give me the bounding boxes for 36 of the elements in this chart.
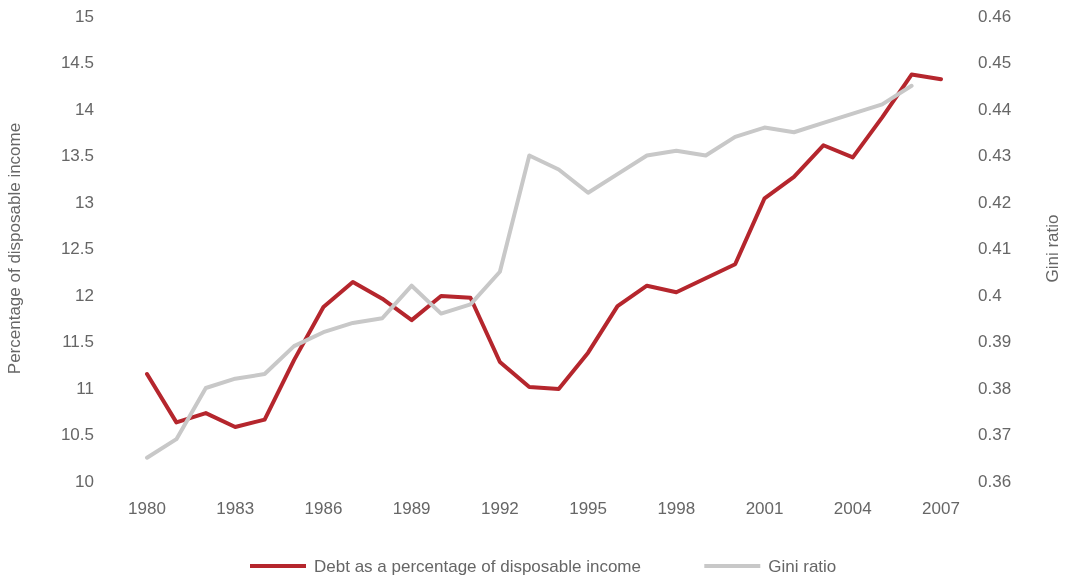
y2-tick-label: 0.41 — [978, 239, 1012, 259]
y-axis-title: Percentage of disposable income — [5, 122, 24, 375]
y2-axis-title: Gini ratio — [1043, 214, 1062, 283]
x-tick-label: 1992 — [480, 499, 519, 518]
legend-label: Gini ratio — [768, 556, 837, 576]
y2-tick-label: 0.36 — [978, 471, 1012, 491]
y-tick-label: 12.5 — [60, 239, 94, 259]
legend-label: Debt as a percentage of disposable income — [314, 556, 641, 576]
x-tick-label: 1989 — [392, 499, 431, 518]
x-tick-label: 2001 — [745, 499, 784, 518]
x-tick-label: 1986 — [304, 499, 343, 518]
x-tick-label: 1980 — [128, 499, 166, 518]
y-tick-label: 10 — [75, 471, 94, 491]
y-tick-label: 11.5 — [62, 332, 94, 352]
y-tick-label: 11 — [76, 378, 94, 398]
x-tick-label: 1983 — [216, 499, 255, 518]
y-tick-label: 13 — [75, 192, 94, 212]
y2-tick-label: 0.39 — [978, 332, 1012, 352]
y2-tick-label: 0.38 — [978, 378, 1012, 398]
y-tick-label: 10.5 — [60, 425, 94, 445]
y2-tick-label: 0.37 — [978, 425, 1012, 445]
y2-tick-label: 0.43 — [978, 146, 1012, 166]
y2-tick-label: 0.45 — [978, 53, 1012, 73]
y2-tick-label: 0.44 — [978, 99, 1012, 119]
y2-tick-label: 0.46 — [978, 6, 1012, 26]
x-tick-label: 2007 — [922, 499, 960, 518]
x-tick-label: 2004 — [833, 499, 872, 518]
y-tick-label: 12 — [75, 285, 94, 305]
y-tick-label: 15 — [75, 6, 94, 26]
x-tick-label: 1995 — [569, 499, 608, 518]
x-tick-label: 1998 — [657, 499, 696, 518]
y-tick-label: 13.5 — [60, 146, 94, 166]
y-tick-label: 14 — [75, 99, 94, 119]
y2-tick-label: 0.42 — [978, 192, 1012, 212]
y-tick-label: 14.5 — [60, 53, 94, 73]
y2-tick-label: 0.4 — [978, 285, 1002, 305]
